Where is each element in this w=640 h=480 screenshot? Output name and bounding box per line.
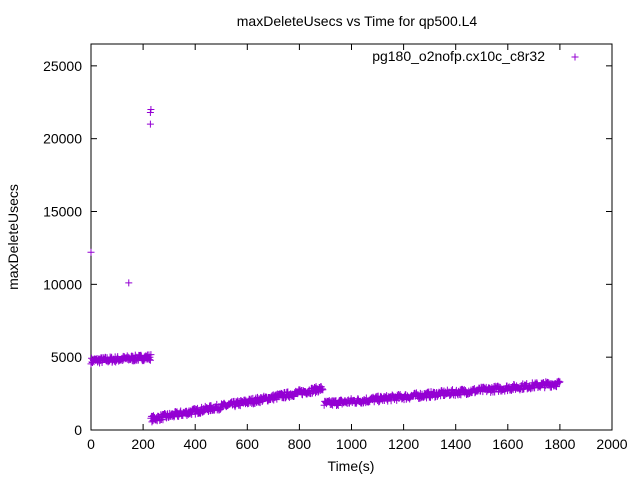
y-tick-label: 10000 (43, 276, 82, 292)
plot-frame (90, 43, 613, 431)
data-point (231, 403, 239, 411)
data-point (319, 386, 327, 394)
x-tick-label: 600 (236, 436, 260, 452)
data-point (137, 351, 145, 359)
x-tick-label: 1400 (440, 436, 471, 452)
data-point (555, 377, 563, 385)
y-tick-label: 5000 (51, 349, 82, 365)
x-tick-label: 1000 (336, 436, 367, 452)
x-tick-label: 1600 (492, 436, 523, 452)
data-points (87, 106, 564, 426)
x-tick-label: 2000 (596, 436, 627, 452)
data-point (146, 120, 154, 128)
data-point (556, 378, 564, 386)
x-tick-label: 1200 (388, 436, 419, 452)
data-point (87, 248, 95, 256)
data-point (334, 401, 342, 409)
data-point (156, 416, 164, 424)
data-point (193, 404, 201, 412)
legend-marker-symbol (571, 53, 579, 61)
data-point (508, 386, 516, 394)
legend-marker (571, 53, 579, 61)
x-tick-label: 1800 (544, 436, 575, 452)
data-point (125, 279, 133, 287)
data-point (315, 387, 323, 395)
y-axis-label: maxDeleteUsecs (5, 184, 21, 290)
x-tick-label: 400 (184, 436, 208, 452)
axis-ticks: 0 200 400 600 800 1000 1200 1400 1600 1800 2000050… (43, 44, 628, 452)
x-tick-label: 200 (131, 436, 155, 452)
y-tick-label: 25000 (43, 58, 82, 74)
legend-label: pg180_o2nofp.cx10c_c8r32 (372, 48, 545, 64)
data-point (553, 383, 561, 391)
x-tick-label: 0 (87, 436, 95, 452)
data-point (147, 106, 155, 114)
data-point (318, 385, 326, 393)
x-tick-label: 800 (288, 436, 312, 452)
x-axis-label: Time(s) (328, 458, 375, 474)
chart-title: maxDeleteUsecs vs Time for qp500.L4 (237, 13, 478, 29)
data-point (146, 356, 154, 364)
data-point (456, 390, 464, 398)
data-point (491, 388, 499, 396)
y-tick-label: 15000 (43, 204, 82, 220)
data-point (159, 416, 167, 424)
data-point (147, 351, 155, 359)
y-tick-label: 0 (74, 422, 82, 438)
data-point (146, 108, 154, 116)
y-tick-label: 20000 (43, 131, 82, 147)
